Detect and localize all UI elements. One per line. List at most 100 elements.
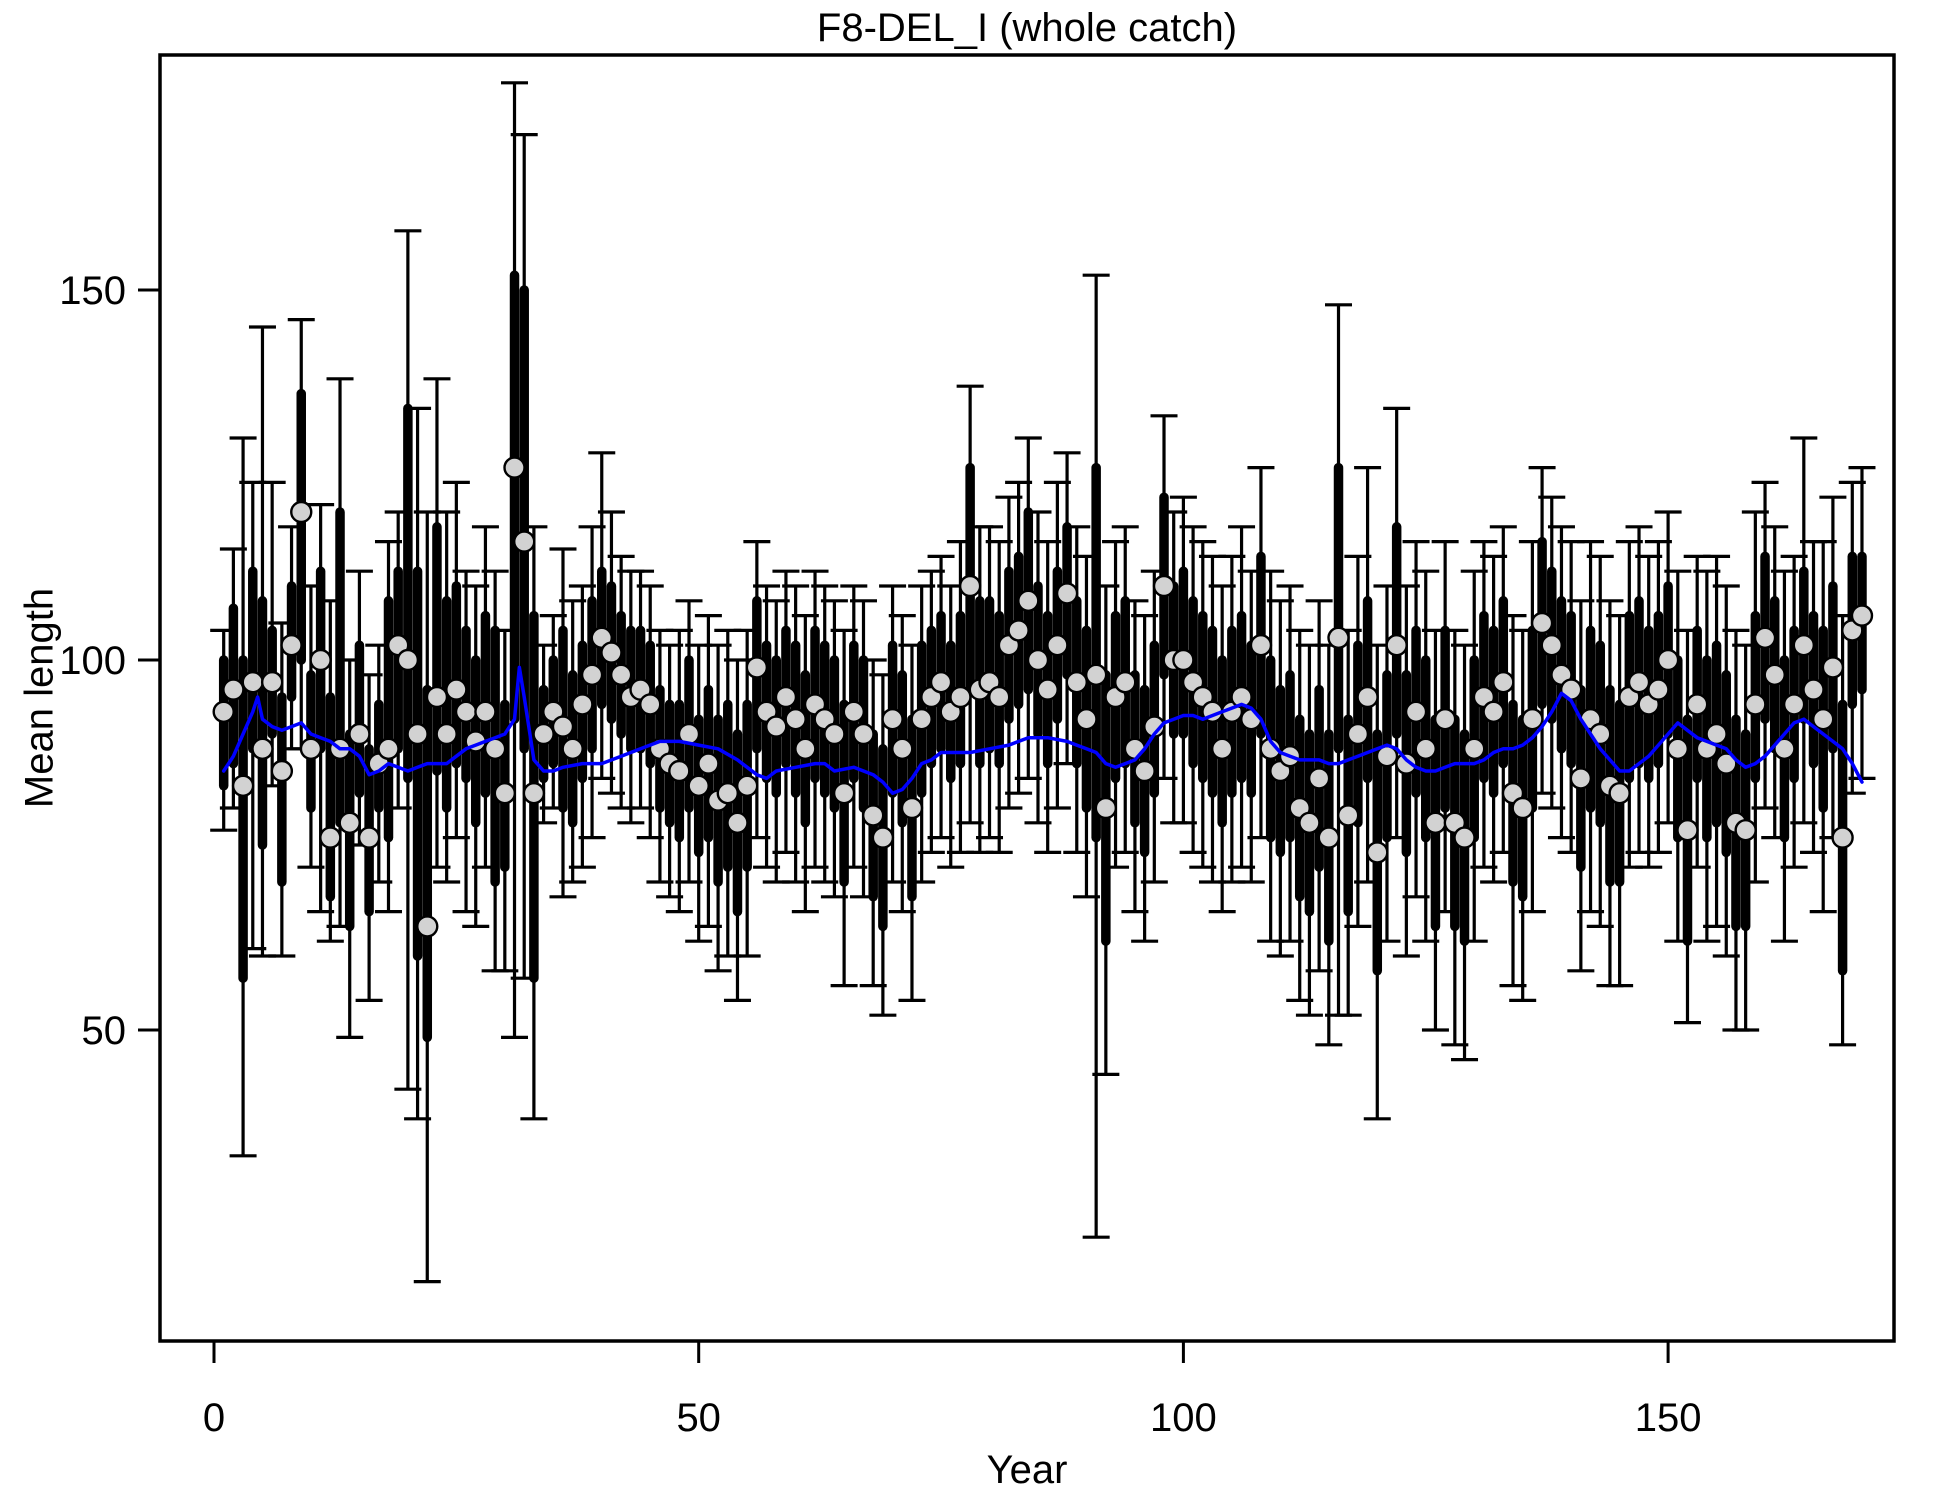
point-estimate xyxy=(1395,752,1418,775)
point-estimate xyxy=(513,530,536,553)
point-estimate xyxy=(784,708,807,731)
point-estimate xyxy=(1521,708,1544,731)
point-estimate xyxy=(1210,737,1234,760)
point-estimate xyxy=(319,826,342,849)
point-estimate xyxy=(609,663,633,686)
point-estimate xyxy=(842,700,866,723)
point-estimate xyxy=(1385,634,1408,657)
point-estimate xyxy=(1608,782,1631,805)
point-estimate xyxy=(1492,671,1515,694)
point-estimate xyxy=(338,811,361,834)
point-estimate xyxy=(1773,737,1796,760)
point-estimate xyxy=(1463,737,1486,760)
point-estimate xyxy=(1152,574,1176,598)
x-tick-label: 100 xyxy=(1150,1396,1217,1440)
point-estimate xyxy=(1298,811,1321,834)
point-estimate xyxy=(794,737,817,760)
point-estimate xyxy=(571,693,594,716)
point-estimate xyxy=(1230,685,1253,709)
point-estimate xyxy=(425,685,449,709)
point-estimate xyxy=(1075,708,1098,731)
point-estimate xyxy=(231,774,255,797)
point-estimate xyxy=(299,737,323,760)
point-estimate xyxy=(716,782,739,805)
points-layer xyxy=(212,456,1874,938)
point-estimate xyxy=(929,671,953,694)
point-estimate xyxy=(774,685,798,709)
point-estimate xyxy=(561,737,584,760)
point-estimate xyxy=(503,456,526,479)
point-estimate xyxy=(1036,678,1059,701)
point-estimate xyxy=(1569,767,1593,790)
y-tick-label: 100 xyxy=(59,639,126,683)
point-estimate xyxy=(290,500,313,524)
point-estimate xyxy=(377,737,400,760)
point-estimate xyxy=(1676,819,1699,842)
point-estimate xyxy=(1336,804,1360,827)
point-estimate xyxy=(1123,737,1147,760)
x-axis-label: Year xyxy=(986,1448,1068,1492)
point-estimate xyxy=(1753,626,1777,649)
point-estimate xyxy=(280,634,303,657)
point-estimate xyxy=(861,804,885,827)
point-estimate xyxy=(435,722,458,746)
x-tick-label: 50 xyxy=(676,1396,721,1440)
point-estimate xyxy=(600,641,623,664)
axis-ticks-layer: 0 50 100 150 50 100 150 xyxy=(59,269,1701,1440)
point-estimate xyxy=(1530,611,1554,635)
point-estimate xyxy=(1656,648,1680,672)
point-estimate xyxy=(639,693,662,716)
smooth-trend-line xyxy=(221,665,1864,795)
point-estimate xyxy=(910,708,933,731)
y-tick-label: 50 xyxy=(82,1009,127,1053)
point-estimate xyxy=(1782,693,1806,716)
point-estimate xyxy=(1763,663,1786,686)
point-estimate xyxy=(1172,648,1195,672)
point-estimate xyxy=(1094,796,1118,820)
point-estimate xyxy=(1055,582,1079,605)
point-estimate xyxy=(1647,678,1670,701)
point-estimate xyxy=(493,782,517,805)
point-estimate xyxy=(1812,708,1835,731)
point-estimate xyxy=(1404,700,1428,723)
point-estimate xyxy=(1317,826,1341,849)
point-estimate xyxy=(270,759,294,783)
point-estimate xyxy=(1026,648,1050,672)
point-estimate xyxy=(823,722,846,746)
point-estimate xyxy=(1627,671,1651,694)
point-estimate xyxy=(726,811,749,834)
point-estimate xyxy=(522,782,546,805)
point-estimate xyxy=(474,700,497,723)
point-estimate xyxy=(454,700,478,723)
point-estimate xyxy=(445,678,468,701)
point-estimate xyxy=(348,722,371,746)
y-tick-label: 150 xyxy=(59,269,126,313)
point-estimate xyxy=(396,648,420,672)
point-estimate xyxy=(1792,634,1816,657)
y-axis-label-text: Mean length xyxy=(17,587,62,809)
point-estimate xyxy=(1734,819,1757,842)
point-estimate xyxy=(832,782,856,805)
point-estimate xyxy=(891,737,914,760)
point-estimate xyxy=(1046,634,1069,657)
point-estimate xyxy=(1821,656,1845,679)
point-estimate xyxy=(900,796,924,820)
point-estimate xyxy=(1346,722,1370,746)
point-estimate xyxy=(1433,708,1457,731)
point-estimate xyxy=(1744,693,1767,716)
point-estimate xyxy=(949,685,972,709)
point-estimate xyxy=(697,752,720,775)
point-estimate xyxy=(1327,626,1350,649)
plot-border xyxy=(158,53,1896,1343)
point-estimate xyxy=(1356,685,1379,709)
point-estimate xyxy=(309,648,332,672)
point-estimate xyxy=(745,656,769,679)
point-estimate xyxy=(871,826,895,849)
point-estimate xyxy=(1007,619,1030,642)
point-estimate xyxy=(1540,634,1563,657)
point-estimate xyxy=(1084,663,1108,686)
point-estimate xyxy=(241,671,264,694)
point-estimate xyxy=(668,759,691,783)
x-tick-label: 150 xyxy=(1635,1396,1702,1440)
